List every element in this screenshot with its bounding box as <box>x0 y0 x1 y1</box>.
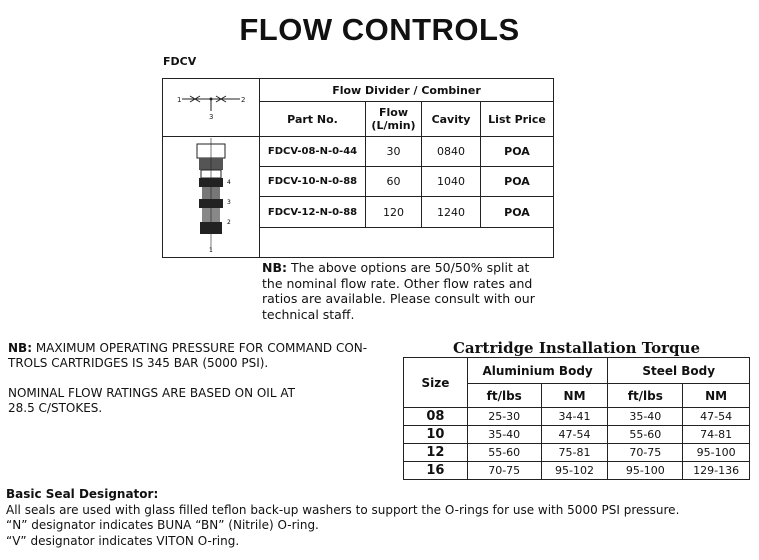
al-ft: 55-60 <box>466 443 542 462</box>
al-nm: 95-102 <box>540 461 609 480</box>
seal-heading: Basic Seal Designator: <box>6 487 159 501</box>
st-ft: 70-75 <box>607 443 684 462</box>
list-price: POA <box>480 196 554 228</box>
page-title: FLOW CONTROLS <box>239 12 520 47</box>
section-code: FDCV <box>163 55 197 68</box>
table-row: 10 35-40 47-54 55-60 74-81 <box>403 425 750 444</box>
cartridge-image-cell: 4 3 2 1 <box>162 136 260 258</box>
size: 08 <box>403 407 468 426</box>
header-st-nm: NM <box>682 383 750 408</box>
svg-text:1: 1 <box>209 247 213 254</box>
nb-label: NB: <box>262 260 287 275</box>
part-number: FDCV-12-N-0-88 <box>259 196 366 228</box>
seal-line: “V” designator indicates VITON O-ring. <box>6 533 240 548</box>
header-aluminium: Aluminium Body <box>466 357 609 384</box>
nb-label: NB: <box>8 341 32 355</box>
flow-value: 30 <box>365 136 422 167</box>
nominal-line2: 28.5 C/STOKES. <box>8 401 103 415</box>
group-header: Flow Divider / Combiner <box>259 78 554 102</box>
nb-flow-note: NB: The above options are 50/50% split a… <box>262 260 552 322</box>
flow-value: 60 <box>365 166 422 197</box>
svg-text:3: 3 <box>227 199 231 206</box>
table-row: 08 25-30 34-41 35-40 47-54 <box>403 407 750 426</box>
header-part-no: Part No. <box>259 101 366 137</box>
header-flow-line1: Flow <box>378 106 408 119</box>
header-steel: Steel Body <box>607 357 750 384</box>
list-price: POA <box>480 166 554 197</box>
header-list-price: List Price <box>480 101 554 137</box>
al-ft: 70-75 <box>466 461 542 480</box>
header-flow: Flow (L/min) <box>365 101 422 137</box>
torque-title: Cartridge Installation Torque <box>452 339 700 357</box>
st-ft: 55-60 <box>607 425 684 444</box>
flow-divider-table: 1 2 3 Flow Divider / Combiner Part No. F… <box>162 78 554 258</box>
nb-pressure-note: NB: MAXIMUM OPERATING PRESSURE FOR COMMA… <box>8 341 388 416</box>
al-nm: 47-54 <box>540 425 609 444</box>
empty-row <box>163 227 554 258</box>
svg-text:1: 1 <box>177 96 181 104</box>
list-price: POA <box>480 136 554 167</box>
al-nm: 75-81 <box>540 443 609 462</box>
st-ft: 35-40 <box>607 407 684 426</box>
al-nm: 34-41 <box>540 407 609 426</box>
header-cavity: Cavity <box>421 101 481 137</box>
part-number: FDCV-10-N-0-88 <box>259 166 366 197</box>
seal-designator-section: Basic Seal Designator: All seals are use… <box>6 487 679 549</box>
st-nm: 129-136 <box>682 461 750 480</box>
st-ft: 95-100 <box>607 461 684 480</box>
svg-text:3: 3 <box>209 113 213 121</box>
table-row: FDCV-12-N-0-88 120 1240 POA <box>163 196 554 228</box>
table-row: 16 70-75 95-102 95-100 129-136 <box>403 461 750 480</box>
nb-pressure-line2: TROLS CARTRIDGES IS 345 BAR (5000 PSI). <box>8 356 269 370</box>
cavity-value: 1040 <box>421 166 481 197</box>
header-st-ft: ft/lbs <box>607 383 684 408</box>
nb-pressure-line1: MAXIMUM OPERATING PRESSURE FOR COMMAND C… <box>32 341 368 355</box>
al-ft: 35-40 <box>466 425 542 444</box>
empty-cell <box>259 227 554 258</box>
nb-flow-text: The above options are 50/50% split at th… <box>262 260 535 322</box>
header-flow-line2: (L/min) <box>371 119 416 132</box>
size: 12 <box>403 443 468 462</box>
table-row: FDCV-10-N-0-88 60 1040 POA <box>163 166 554 197</box>
seal-line: All seals are used with glass filled tef… <box>6 502 680 517</box>
header-al-ft: ft/lbs <box>466 383 542 408</box>
svg-text:2: 2 <box>227 219 231 226</box>
size: 10 <box>403 425 468 444</box>
seal-line: “N” designator indicates BUNA “BN” (Nitr… <box>6 518 319 532</box>
table-row: 12 55-60 75-81 70-75 95-100 <box>403 443 750 462</box>
torque-table: Size Aluminium Body Steel Body ft/lbs NM… <box>403 357 750 480</box>
header-size: Size <box>403 357 468 408</box>
st-nm: 47-54 <box>682 407 750 426</box>
st-nm: 74-81 <box>682 425 750 444</box>
cavity-value: 1240 <box>421 196 481 228</box>
size: 16 <box>403 461 468 480</box>
al-ft: 25-30 <box>466 407 542 426</box>
hydraulic-symbol-icon: 1 2 3 <box>177 95 245 121</box>
header-al-nm: NM <box>540 383 609 408</box>
svg-text:4: 4 <box>227 179 231 186</box>
part-number: FDCV-08-N-0-44 <box>259 136 366 167</box>
table-row: 4 3 2 1 FDCV-08-N-0-44 30 0840 POA <box>162 136 554 258</box>
cavity-value: 0840 <box>421 136 481 167</box>
cartridge-image: 4 3 2 1 <box>196 137 231 254</box>
hydraulic-symbol-cell: 1 2 3 <box>162 78 260 137</box>
st-nm: 95-100 <box>682 443 750 462</box>
flow-value: 120 <box>365 196 422 228</box>
nominal-line1: NOMINAL FLOW RATINGS ARE BASED ON OIL AT <box>8 386 295 400</box>
svg-text:2: 2 <box>241 96 245 104</box>
